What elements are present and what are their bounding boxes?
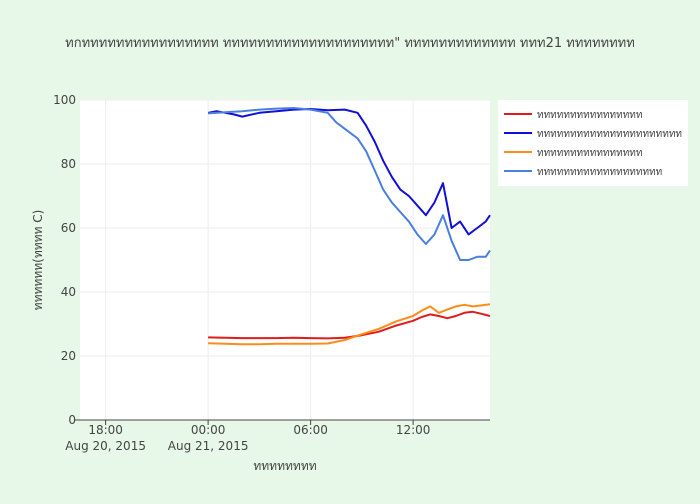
axes: 0 20 40 60 80 100 18:00 Aug 20, 2015 00:00 Aug 21… [53,93,490,453]
legend[interactable]: ทททททททททททททททททททททททททททททททททททททททท… [498,100,688,186]
legend-label-1: ทททททททททททททททท [537,110,642,121]
legend-label-2: ทททททททททททททททททททททท [537,129,682,140]
y-tick-label: 80 [61,157,76,171]
series-group [207,107,491,346]
legend-label-4: ททททททททททททททททททท [537,167,662,178]
x-tick-sublabel: Aug 20, 2015 [65,439,146,453]
x-tick-sublabel: Aug 21, 2015 [168,439,249,453]
y-tick-label: 100 [53,93,76,107]
x-tick-label: 18:00 [88,423,123,437]
legend-label-3: ทททททททททททททททท [537,148,642,159]
y-tick-label: 20 [61,349,76,363]
plot-area [80,100,490,420]
grid [80,99,490,420]
y-tick-label: 60 [61,221,76,235]
x-axis-title: ทททททททท [253,459,316,473]
series-line-3 [208,303,491,346]
chart-title: ทกทททททททททททททททท ทททททททททททททททททททท"… [65,36,635,51]
x-tick-label: 00:00 [191,423,226,437]
series-line-4 [208,107,491,261]
x-tick-label: 12:00 [396,423,431,437]
series-line-2 [207,108,491,236]
y-tick-label: 40 [61,285,76,299]
series-line-1 [208,310,491,340]
y-tick-label: 0 [68,413,76,427]
y-axis-title: ทททททท(ทททท C) [31,210,45,311]
x-tick-label: 06:00 [293,423,328,437]
